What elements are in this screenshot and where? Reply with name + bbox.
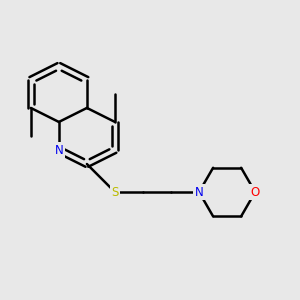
Text: N: N — [55, 143, 63, 157]
Text: S: S — [111, 186, 118, 199]
Text: O: O — [250, 186, 260, 199]
Text: N: N — [195, 186, 203, 199]
